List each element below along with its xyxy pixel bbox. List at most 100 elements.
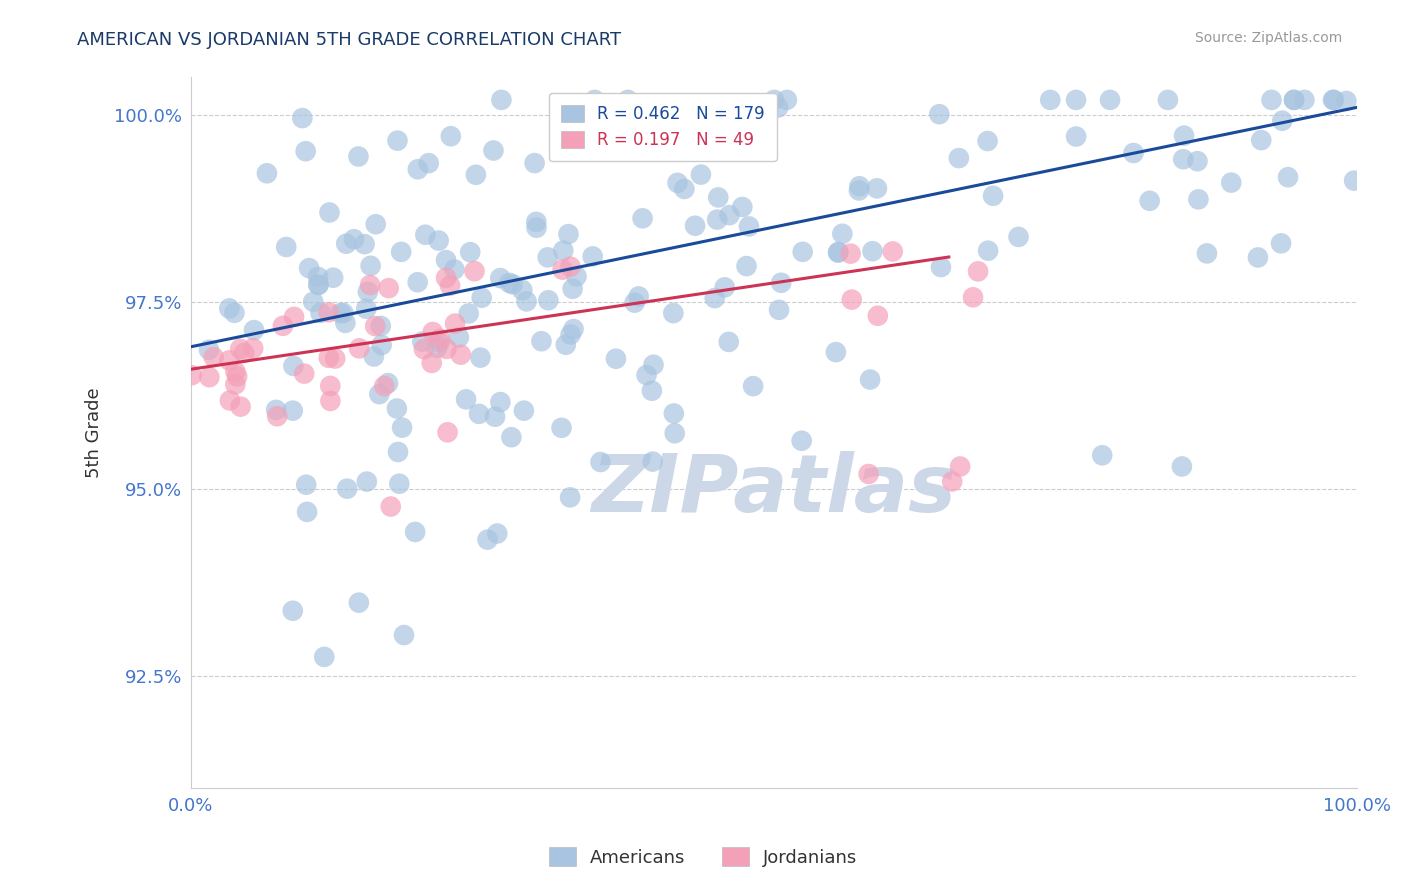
Point <box>502 277 524 292</box>
Point <box>1260 93 1282 107</box>
Point <box>389 244 412 259</box>
Point <box>412 342 434 356</box>
Point <box>1220 176 1243 190</box>
Point <box>283 359 305 373</box>
Point <box>308 277 330 292</box>
Point <box>1343 173 1365 187</box>
Point <box>1277 170 1299 185</box>
Point <box>387 134 409 148</box>
Point <box>703 291 725 305</box>
Point <box>335 316 357 330</box>
Point <box>707 190 730 204</box>
Point <box>643 358 665 372</box>
Point <box>319 379 342 393</box>
Point <box>392 628 415 642</box>
Point <box>456 392 478 407</box>
Point <box>443 262 465 277</box>
Point <box>242 341 264 355</box>
Point <box>266 409 288 424</box>
Point <box>298 261 321 276</box>
Point <box>415 227 437 242</box>
Point <box>560 327 582 342</box>
Point <box>766 100 789 114</box>
Point <box>673 182 696 196</box>
Point <box>429 332 451 346</box>
Point <box>457 306 479 320</box>
Point <box>731 200 754 214</box>
Point <box>839 246 862 260</box>
Point <box>233 346 256 360</box>
Point <box>1173 128 1195 143</box>
Point <box>357 285 380 299</box>
Point <box>307 269 329 284</box>
Point <box>271 318 294 333</box>
Point <box>447 330 470 344</box>
Point <box>198 370 221 384</box>
Point <box>977 244 1000 258</box>
Point <box>347 596 370 610</box>
Point <box>941 475 963 489</box>
Point <box>582 249 605 263</box>
Point <box>434 253 457 268</box>
Legend: Americans, Jordanians: Americans, Jordanians <box>541 840 865 874</box>
Point <box>562 322 585 336</box>
Point <box>243 323 266 337</box>
Point <box>364 319 387 334</box>
Point <box>336 482 359 496</box>
Point <box>458 245 481 260</box>
Point <box>631 211 654 226</box>
Point <box>229 400 252 414</box>
Point <box>1171 459 1194 474</box>
Point <box>1187 154 1209 169</box>
Point <box>468 407 491 421</box>
Point <box>307 277 329 292</box>
Point <box>363 350 385 364</box>
Point <box>717 334 740 349</box>
Point <box>1139 194 1161 208</box>
Point <box>356 301 378 316</box>
Point <box>848 184 870 198</box>
Point <box>294 145 316 159</box>
Point <box>489 395 512 409</box>
Point <box>1322 93 1344 107</box>
Point <box>218 301 240 316</box>
Point <box>388 476 411 491</box>
Point <box>706 212 728 227</box>
Point <box>411 334 433 349</box>
Point <box>1294 93 1316 107</box>
Point <box>226 369 249 384</box>
Point <box>524 215 547 229</box>
Point <box>380 500 402 514</box>
Point <box>463 264 485 278</box>
Point <box>335 236 357 251</box>
Text: AMERICAN VS JORDANIAN 5TH GRADE CORRELATION CHART: AMERICAN VS JORDANIAN 5TH GRADE CORRELAT… <box>77 31 621 49</box>
Point <box>848 179 870 194</box>
Point <box>790 434 813 448</box>
Point <box>558 491 581 505</box>
Point <box>967 264 990 278</box>
Point <box>1039 93 1062 107</box>
Point <box>512 283 534 297</box>
Point <box>373 379 395 393</box>
Point <box>1282 93 1305 107</box>
Text: ZIPatlas: ZIPatlas <box>592 450 956 529</box>
Point <box>605 351 627 366</box>
Point <box>1323 93 1346 107</box>
Point <box>471 291 494 305</box>
Point <box>498 276 520 290</box>
Point <box>322 270 344 285</box>
Point <box>436 342 458 356</box>
Point <box>526 220 548 235</box>
Point <box>368 387 391 401</box>
Point <box>429 335 451 350</box>
Point <box>1187 192 1209 206</box>
Point <box>561 282 583 296</box>
Point <box>1173 152 1195 166</box>
Point <box>1250 133 1272 147</box>
Point <box>439 278 461 293</box>
Point <box>862 244 884 259</box>
Point <box>831 227 853 241</box>
Point <box>404 524 426 539</box>
Point <box>718 208 741 222</box>
Point <box>202 350 225 364</box>
